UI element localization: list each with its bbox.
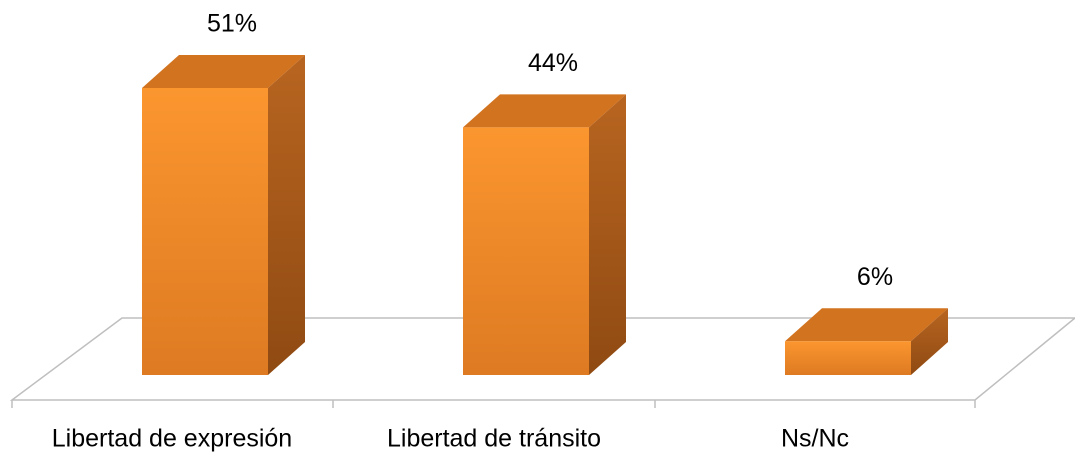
bar-side [911, 308, 948, 375]
x-tick-label: Libertad de expresión [52, 425, 292, 453]
bar-top [142, 55, 305, 88]
x-ticks [11, 400, 976, 408]
x-tick-label: Libertad de tránsito [387, 425, 601, 453]
bar-side [268, 55, 305, 375]
bar [785, 341, 911, 375]
bar-side [589, 94, 626, 376]
bar-top [785, 308, 948, 342]
bar-top [463, 94, 626, 128]
x-tick-label: Ns/Nc [781, 425, 849, 453]
value-label: 6% [857, 263, 893, 291]
bar [463, 127, 589, 376]
value-label: 51% [207, 10, 257, 38]
bar [142, 88, 268, 375]
value-label: 44% [528, 49, 578, 77]
